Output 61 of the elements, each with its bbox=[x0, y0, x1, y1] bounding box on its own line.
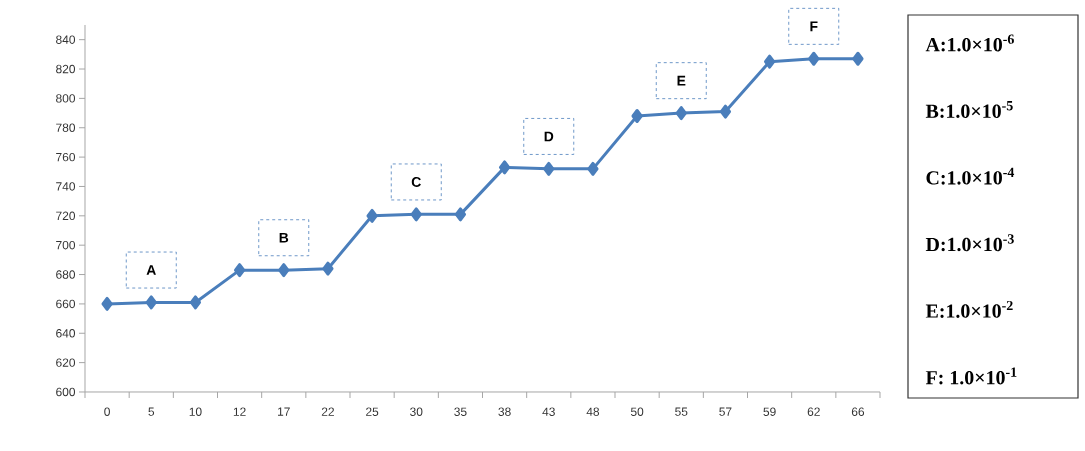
x-tick-label: 12 bbox=[233, 407, 246, 416]
y-tick-label: 700 bbox=[56, 240, 76, 250]
x-tick-label: 10 bbox=[189, 407, 202, 416]
point bbox=[587, 161, 599, 176]
point bbox=[808, 51, 820, 66]
point bbox=[410, 207, 422, 222]
y-tick-label: 760 bbox=[56, 152, 76, 162]
x-tick-label: 30 bbox=[410, 407, 423, 416]
point bbox=[454, 207, 467, 222]
point bbox=[675, 106, 687, 121]
x-tick-label: 50 bbox=[630, 407, 644, 416]
text: B:1.0×10$^{-5}$ bbox=[925, 101, 1013, 119]
point bbox=[101, 296, 113, 311]
text: F: 1.0×10$^{-1}$ bbox=[925, 367, 1017, 385]
point bbox=[322, 261, 334, 276]
x-tick-label: 62 bbox=[807, 407, 820, 416]
annotation: C bbox=[411, 177, 421, 187]
point bbox=[631, 109, 643, 123]
text: E:1.0×10$^{-2}$ bbox=[925, 300, 1013, 318]
x-tick-label: 57 bbox=[719, 407, 732, 416]
x-tick-label: 17 bbox=[278, 407, 290, 416]
x-tick-label: 25 bbox=[366, 407, 379, 416]
y-tick-label: 820 bbox=[56, 64, 76, 74]
x-tick-label: 66 bbox=[851, 407, 865, 416]
y-tick-label: 680 bbox=[56, 270, 76, 279]
annotation: E bbox=[677, 75, 686, 86]
x-tick-label: 55 bbox=[675, 407, 688, 416]
y-tick-label: 640 bbox=[56, 329, 76, 338]
point bbox=[366, 208, 378, 223]
y-tick-label: 740 bbox=[56, 182, 76, 191]
point bbox=[763, 54, 776, 69]
y-tick-label: 800 bbox=[56, 94, 76, 103]
annotation: A bbox=[146, 265, 156, 275]
x-tick-label: 38 bbox=[498, 407, 511, 416]
x-tick-label: 48 bbox=[586, 407, 600, 416]
text: A:1.0×10$^{-6}$ bbox=[925, 34, 1014, 52]
annotation: F bbox=[810, 21, 818, 32]
y-tick-label: 600 bbox=[56, 387, 76, 397]
point bbox=[719, 104, 732, 119]
text: D:1.0×10$^{-3}$ bbox=[925, 234, 1014, 252]
point bbox=[543, 161, 555, 176]
y-tick-label: 660 bbox=[56, 299, 76, 309]
y-tick-label: 620 bbox=[56, 358, 76, 367]
point bbox=[498, 160, 511, 175]
annotation: D bbox=[544, 131, 554, 142]
point bbox=[145, 295, 157, 310]
x-tick-label: 22 bbox=[321, 407, 334, 416]
x-tick-label: 43 bbox=[542, 407, 555, 416]
point bbox=[189, 295, 202, 310]
point bbox=[278, 263, 290, 278]
x-tick-label: 59 bbox=[763, 407, 776, 416]
y-tick-label: 720 bbox=[56, 211, 76, 221]
point bbox=[852, 51, 864, 66]
y-tick-label: 780 bbox=[56, 123, 76, 132]
point bbox=[233, 263, 246, 278]
x-tick-label: 35 bbox=[454, 407, 467, 416]
x-tick-label: 0 bbox=[104, 407, 110, 416]
annotation: B bbox=[279, 232, 289, 243]
text: C:1.0×10$^{-4}$ bbox=[926, 167, 1015, 185]
y-tick-label: 840 bbox=[56, 35, 76, 44]
x-tick-label: 5 bbox=[148, 407, 155, 416]
